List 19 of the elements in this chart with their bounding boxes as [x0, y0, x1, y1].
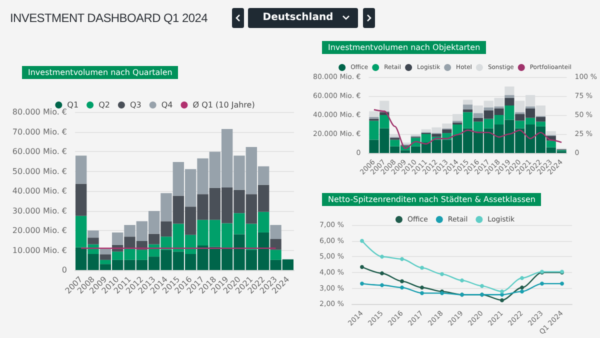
y-tick-label: 10.000 Mio. €	[12, 246, 67, 255]
legend-label: Q4	[161, 100, 173, 110]
chart-title: Investmentvolumen nach Quartalen	[22, 66, 178, 79]
y-tick-label: 30.000 Mio. €	[12, 206, 67, 216]
legend-label: Ø Q1 (10 Jahre)	[192, 100, 255, 110]
text: INVESTMENT DASHBOARD Q1 2024	[10, 11, 208, 25]
y-tick-label: 60.000 Mio. €	[12, 147, 67, 156]
y-tick-label: 0	[62, 266, 67, 274]
legend-label: Q1	[67, 100, 79, 110]
chart-title: Investmentvolumen nach Objektarten	[322, 41, 486, 54]
text: Deutschland	[262, 12, 334, 23]
y-tick-label: 70.000 Mio. €	[12, 127, 67, 136]
y-tick-label: 80.000 Mio. €	[12, 108, 67, 116]
legend-label: Q2	[98, 100, 110, 110]
y-tick-label: 20.000 Mio. €	[12, 226, 67, 235]
chart-title: Netto-Spitzenrenditen nach Städten & Assetklassen	[322, 193, 542, 206]
y-tick-label: 50.000 Mio. €	[12, 166, 67, 176]
y-tick-label: 40.000 Mio. €	[12, 186, 67, 196]
legend-label: Q3	[130, 100, 142, 110]
